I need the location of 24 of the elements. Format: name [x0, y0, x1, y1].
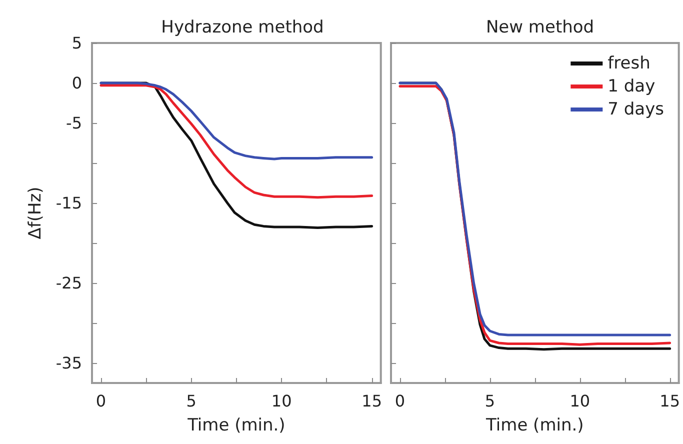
x-axis-title: Time (min.)	[186, 416, 286, 436]
y-tick-label: 0	[72, 74, 82, 92]
line-series	[100, 82, 374, 160]
x-tick-label: 15	[660, 392, 680, 410]
x-tick-label: 10	[271, 392, 292, 410]
chart-title: Hydrazone method	[161, 18, 324, 38]
x-tick-label: 5	[186, 392, 196, 410]
x-tick-label: 5	[484, 392, 496, 410]
y-tick-label: -15	[56, 194, 82, 212]
y-tick-label: -25	[56, 274, 82, 292]
x-axis-title: Time (min.)	[485, 416, 584, 436]
x-tick-label: 15	[362, 392, 382, 410]
legend-label: fresh	[608, 54, 650, 74]
line-series	[100, 84, 374, 199]
x-tick-label: 0	[394, 392, 406, 410]
y-tick-label: -35	[56, 354, 82, 372]
legend-label: 1 day	[608, 76, 656, 96]
x-tick-label: 0	[96, 392, 106, 410]
y-tick-label: 5	[72, 34, 82, 52]
y-axis-title: Δf(Hz)	[26, 186, 46, 240]
y-tick-label: -5	[66, 114, 82, 132]
chart-title: New method	[486, 18, 594, 38]
x-tick-label: 10	[570, 392, 590, 410]
legend-label: 7 days	[608, 100, 664, 120]
